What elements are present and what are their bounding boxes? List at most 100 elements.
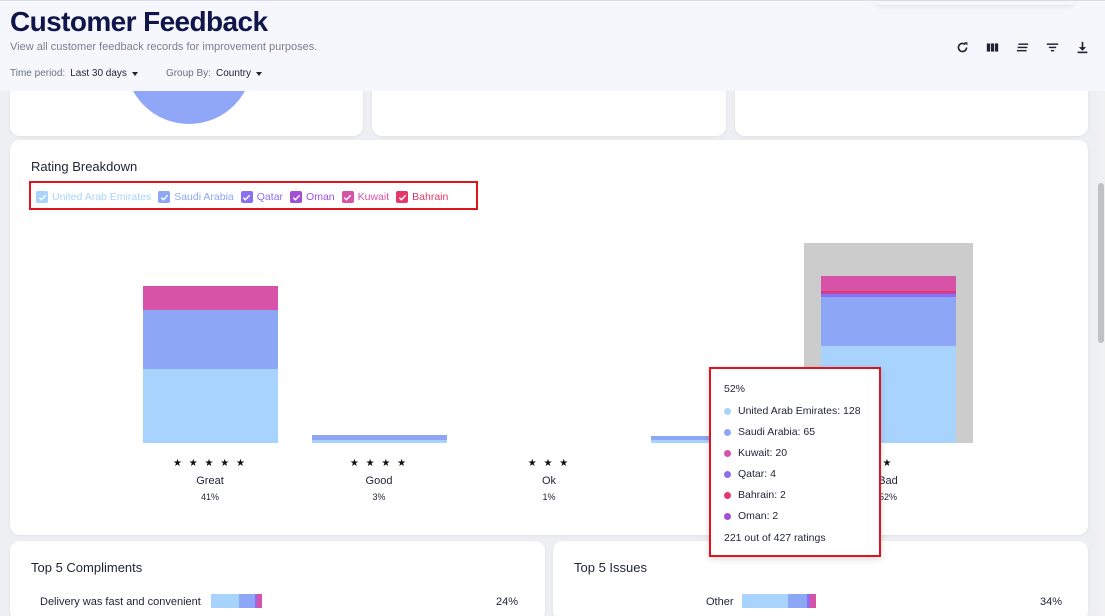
issue-row-percent: 34% xyxy=(1040,596,1063,608)
bar-segment[interactable] xyxy=(820,292,956,295)
legend-label: United Arab Emirates xyxy=(52,191,152,203)
rating-bar-chart: ★ ★ ★ ★ ★ Great 41% ★ ★ ★ ★ Good 3% ★ ★ ★ Ok 1% ★… xyxy=(10,140,1088,535)
checkbox-checked-icon[interactable] xyxy=(290,191,303,203)
download-button[interactable] xyxy=(1067,39,1097,55)
tooltip-percent: 52% xyxy=(724,383,746,395)
bar-segment[interactable] xyxy=(142,310,278,370)
refresh-button[interactable] xyxy=(947,39,977,55)
tooltip-row: Bahrain: 2 xyxy=(724,489,786,501)
bar-segment[interactable] xyxy=(820,294,956,298)
columns-icon xyxy=(986,42,998,52)
tooltip-row: Kuwait: 20 xyxy=(724,447,787,459)
tooltip-row-text: Qatar: 4 xyxy=(738,468,776,480)
time-period-label: Time period: xyxy=(10,68,66,79)
legend-highlight-box xyxy=(29,181,478,210)
legend-label: Saudi Arabia xyxy=(174,191,234,203)
checkbox-checked-icon[interactable] xyxy=(341,191,354,203)
rating-breakdown-card: Rating Breakdown United Arab Emirates Sau… xyxy=(10,140,1088,535)
legend-item[interactable]: Saudi Arabia xyxy=(158,191,234,203)
checkbox-checked-icon[interactable] xyxy=(158,191,171,203)
rating-stars: ★ ★ ★ ★ xyxy=(349,458,409,469)
bar-segment[interactable] xyxy=(311,434,447,440)
mini-bar-segment xyxy=(255,594,257,608)
legend-label: Oman xyxy=(306,191,335,203)
density-button[interactable] xyxy=(1007,39,1037,55)
rating-stars: ★ ★ ★ xyxy=(527,458,571,469)
tooltip-row-text: Bahrain: 2 xyxy=(738,489,786,501)
rating-breakdown-title: Rating Breakdown xyxy=(31,159,138,174)
category-label: Good xyxy=(365,475,393,487)
bar-segment[interactable] xyxy=(311,439,447,443)
bar-segment[interactable] xyxy=(820,276,956,292)
top-compliments-card: Top 5 Compliments Delivery was fast and … xyxy=(10,541,545,616)
category-percent: 1% xyxy=(542,492,556,502)
legend-label: Bahrain xyxy=(412,191,449,203)
mini-bar-segment xyxy=(807,594,811,608)
group-by-dropdown[interactable]: Country xyxy=(216,68,262,79)
legend-item[interactable]: Qatar xyxy=(240,191,284,203)
group-by-value: Country xyxy=(215,68,251,79)
page-title: Customer Feedback xyxy=(10,6,268,37)
tooltip-dot-icon xyxy=(724,428,731,436)
page-header: Customer Feedback View all customer feed… xyxy=(0,0,1105,91)
tooltip-row-text: Oman: 2 xyxy=(738,510,779,522)
checkbox-checked-icon[interactable] xyxy=(240,191,253,203)
bar-segment[interactable] xyxy=(142,369,278,443)
bar-segment[interactable] xyxy=(820,291,956,293)
download-icon xyxy=(1077,41,1087,53)
density-icon xyxy=(1016,42,1028,51)
tooltip-row: Qatar: 4 xyxy=(724,468,776,480)
page-scrollbar[interactable] xyxy=(1097,91,1105,616)
filter-button[interactable] xyxy=(1037,39,1067,55)
tooltip-dot-icon xyxy=(724,470,731,478)
group-by-label: Group By: xyxy=(165,68,211,79)
mini-bar-segment xyxy=(810,594,816,608)
category-percent: 52% xyxy=(878,492,897,502)
scrollbar-thumb[interactable] xyxy=(1098,183,1104,343)
toolbar xyxy=(947,39,1097,55)
tooltip-dot-icon xyxy=(724,407,731,415)
tooltip-row: United Arab Emirates: 128 xyxy=(724,405,861,417)
mini-bar-segment xyxy=(256,594,262,608)
mini-bar-segment xyxy=(239,594,256,608)
checkbox-checked-icon[interactable] xyxy=(36,191,48,203)
issue-row-bar xyxy=(742,594,816,608)
category-label: Ok xyxy=(541,475,557,487)
category-percent: 41% xyxy=(200,492,219,502)
mini-bar-segment xyxy=(787,594,808,608)
columns-button[interactable] xyxy=(977,39,1007,55)
mini-bar-segment xyxy=(211,594,240,608)
compliment-row-label: Delivery was fast and convenient xyxy=(40,596,201,608)
tooltip-footer: 221 out of 427 ratings xyxy=(724,532,826,544)
legend-item[interactable]: Bahrain xyxy=(396,191,448,203)
chart-legend: United Arab Emirates Saudi Arabia Qatar Oma… xyxy=(36,191,455,203)
bar-segment[interactable] xyxy=(820,297,956,347)
tooltip-row-text: United Arab Emirates: 128 xyxy=(738,405,861,417)
time-period-value: Last 30 days xyxy=(70,68,127,79)
checkbox-checked-icon[interactable] xyxy=(396,191,409,203)
tooltip-row-text: Saudi Arabia: 65 xyxy=(738,426,816,438)
bar-segment[interactable] xyxy=(142,286,278,311)
time-period-dropdown[interactable]: Last 30 days xyxy=(70,68,138,79)
legend-item[interactable]: United Arab Emirates xyxy=(36,191,151,203)
compliment-row-bar xyxy=(211,594,262,608)
legend-label: Qatar xyxy=(256,191,284,203)
legend-label: Kuwait xyxy=(357,191,390,203)
tooltip-dot-icon xyxy=(724,512,731,520)
header-decoration xyxy=(875,0,1075,5)
issue-row-label: Other xyxy=(706,596,734,608)
top-issues-title: Top 5 Issues xyxy=(574,560,647,575)
top-compliments-title: Top 5 Compliments xyxy=(31,560,143,575)
refresh-icon xyxy=(957,41,967,52)
tooltip-row: Oman: 2 xyxy=(724,510,778,522)
filter-bar: Time period: Last 30 days Group By: Coun… xyxy=(10,68,262,79)
legend-item[interactable]: Oman xyxy=(290,191,335,203)
rating-stars: ★ ★ ★ ★ ★ xyxy=(173,458,247,469)
caret-down-icon xyxy=(255,71,262,76)
legend-item[interactable]: Kuwait xyxy=(341,191,390,203)
tooltip-row-text: Kuwait: 20 xyxy=(738,447,788,459)
chart-tooltip: 52% United Arab Emirates: 128 Saudi Arabi… xyxy=(709,367,881,557)
page-subtitle: View all customer feedback records for i… xyxy=(10,41,318,53)
category-label: Great xyxy=(196,475,224,487)
compliment-row-percent: 24% xyxy=(496,596,519,608)
